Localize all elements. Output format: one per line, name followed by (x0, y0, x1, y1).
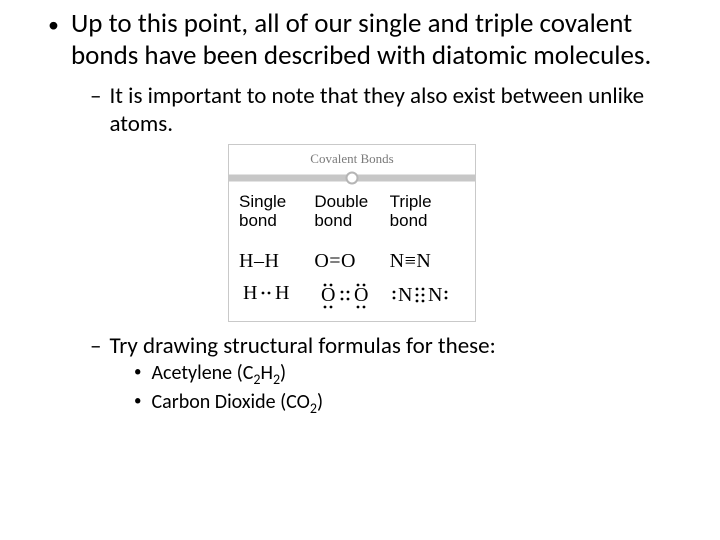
figure-header: Single bond (239, 193, 314, 230)
figure-table: Single bond Double bond Triple bond H–H … (229, 185, 475, 321)
figure-header: Double bond (314, 193, 389, 230)
figure-divider (229, 171, 475, 185)
figure-header: Triple bond (390, 193, 465, 230)
bullet-marker-dash: – (90, 82, 101, 110)
text-fragment: Carbon Dioxide (CO (151, 390, 309, 414)
bullet-text: Try drawing structural formulas for thes… (109, 332, 682, 360)
slide: • Up to this point, all of our single an… (0, 0, 720, 540)
bullet-text: Up to this point, all of our single and … (71, 8, 692, 72)
subscript: 2 (273, 371, 280, 388)
figure-divider-circle (346, 171, 359, 184)
figure-line-formula: N≡N (390, 250, 465, 273)
text-fragment: ) (317, 390, 323, 414)
svg-text:H: H (275, 282, 290, 304)
figure-lewis-hydrogen: H H (239, 281, 314, 311)
covalent-bonds-figure: Covalent Bonds Single bond Double bond T… (228, 144, 476, 322)
text-fragment: H (260, 361, 272, 385)
text-fragment: ) (280, 361, 286, 385)
svg-text:O: O (354, 284, 369, 306)
svg-text:N: N (398, 284, 413, 306)
svg-text:H: H (243, 282, 258, 304)
subscript: 2 (310, 400, 317, 417)
figure-line-formula: H–H (239, 250, 314, 273)
svg-text:O: O (321, 284, 336, 306)
bullet-text: Acetylene (C2H2) (151, 360, 702, 389)
bullet-text: It is important to note that they also e… (109, 82, 682, 138)
figure-lewis-oxygen: O O (314, 281, 389, 311)
bullet-level-2: – It is important to note that they also… (90, 82, 682, 138)
figure-title: Covalent Bonds (229, 145, 475, 171)
figure-line-formula: O=O (314, 250, 389, 273)
svg-text:N: N (428, 284, 443, 306)
bullet-level-1: • Up to this point, all of our single an… (48, 8, 692, 72)
text-fragment: Acetylene (C (151, 361, 253, 385)
bullet-level-2: – Try drawing structural formulas for th… (90, 332, 682, 360)
bullet-text: Carbon Dioxide (CO2) (151, 389, 702, 418)
bullet-marker: • (134, 392, 141, 412)
bullet-marker: • (134, 363, 141, 383)
bullet-marker: • (48, 12, 59, 38)
figure-lewis-nitrogen: N N (390, 281, 465, 311)
bullet-level-3: • Carbon Dioxide (CO2) (134, 389, 702, 418)
bullet-marker-dash: – (90, 332, 101, 360)
bullet-level-3: • Acetylene (C2H2) (134, 360, 702, 389)
